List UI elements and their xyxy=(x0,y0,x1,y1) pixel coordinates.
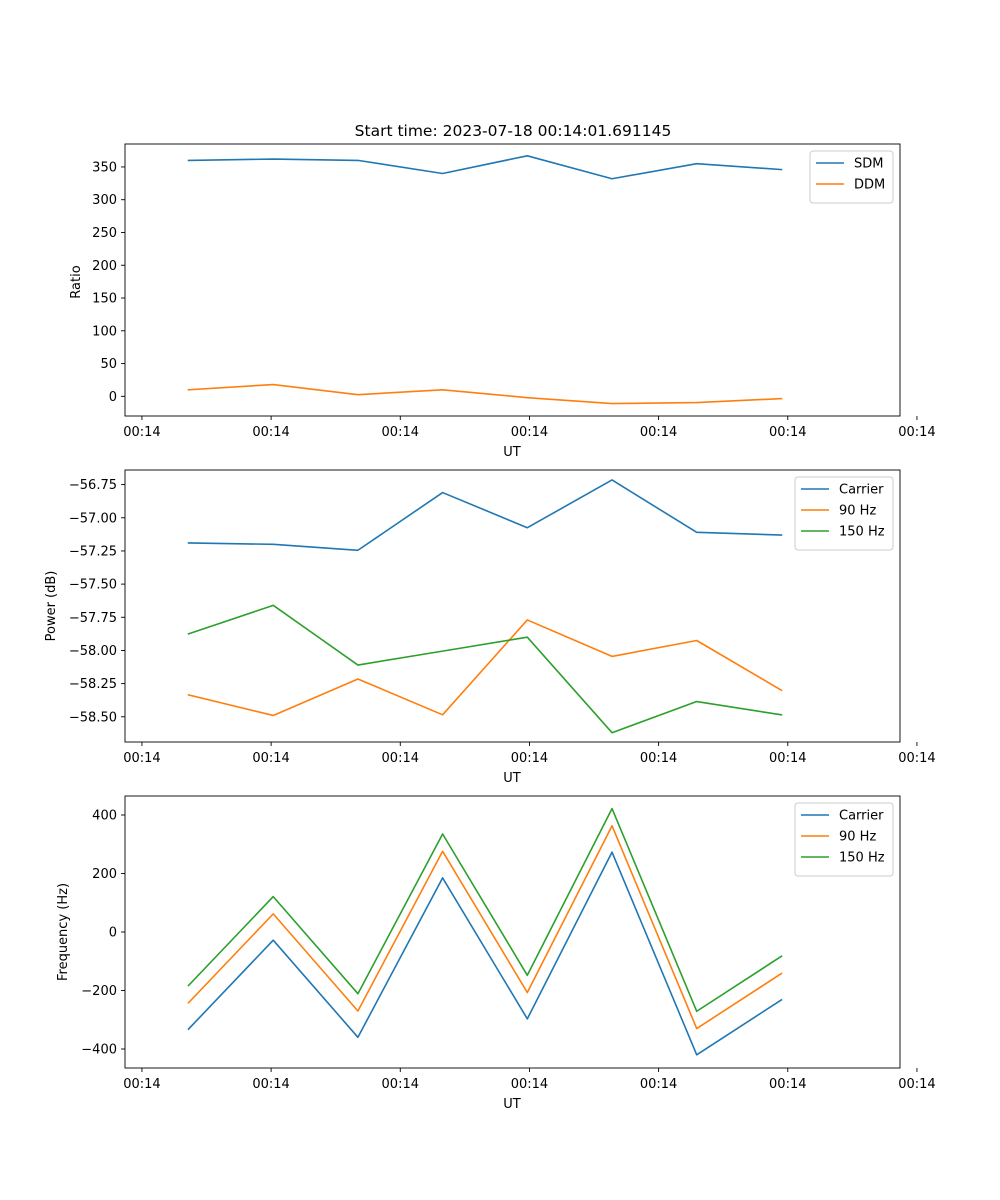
y-tick-label: 200 xyxy=(92,867,117,882)
legend-box xyxy=(809,150,894,204)
y-axis-label-frequency: Frequency (Hz) xyxy=(56,883,71,981)
x-tick-label: 00:14 xyxy=(511,1077,548,1092)
x-tick-label: 00:14 xyxy=(898,425,935,440)
legend-label-carrier: Carrier xyxy=(839,809,884,824)
x-tick-label: 00:14 xyxy=(898,751,935,766)
y-tick-label: −57.00 xyxy=(69,511,117,526)
y-tick-label: −57.25 xyxy=(69,544,117,559)
legend-label-90-hz: 90 Hz xyxy=(839,830,876,845)
x-tick-label: 00:14 xyxy=(252,751,289,766)
subplot-ratio: 00:14 00:14 00:14 00:14 00:14 00:14 00:14 0 50 10… xyxy=(92,143,936,440)
y-tick-label: 150 xyxy=(92,292,117,307)
x-tick-label: 00:14 xyxy=(511,751,548,766)
y-tick-label: 0 xyxy=(109,390,117,405)
x-tick-label: 00:14 xyxy=(252,425,289,440)
x-axis-label-power: UT xyxy=(503,771,521,786)
legend-label-90-hz: 90 Hz xyxy=(839,504,876,519)
plot-frame xyxy=(124,469,901,743)
series-line-carrier xyxy=(187,479,783,552)
y-tick-label: 50 xyxy=(100,357,117,372)
x-axis-label-ratio: UT xyxy=(503,445,521,460)
series-line-90-hz xyxy=(187,619,783,717)
series-line-150-hz xyxy=(187,807,783,1013)
x-tick-label: 00:14 xyxy=(898,1077,935,1092)
y-tick-label: −58.25 xyxy=(69,677,117,692)
subplot-power: 00:14 00:14 00:14 00:14 00:14 00:14 00:14 −58.5… xyxy=(69,469,936,766)
y-tick-label: 200 xyxy=(92,259,117,274)
x-axis-label-frequency: UT xyxy=(503,1097,521,1112)
y-tick-label: 0 xyxy=(109,926,117,941)
y-tick-label: −57.50 xyxy=(69,578,117,593)
y-tick-label: 250 xyxy=(92,226,117,241)
y-tick-label: −58.00 xyxy=(69,644,117,659)
series-line-150-hz xyxy=(187,604,783,734)
y-tick-label: −58.50 xyxy=(69,710,117,725)
x-tick-label: 00:14 xyxy=(769,751,806,766)
legend-label-carrier: Carrier xyxy=(839,483,884,498)
series-line-sdm xyxy=(187,155,783,180)
y-axis-label-power: Power (dB) xyxy=(44,571,59,642)
x-tick-label: 00:14 xyxy=(640,751,677,766)
x-tick-label: 00:14 xyxy=(382,751,419,766)
x-tick-label: 00:14 xyxy=(123,425,160,440)
series-line-ddm xyxy=(187,383,783,405)
x-tick-label: 00:14 xyxy=(382,425,419,440)
subplot-frequency: 00:14 00:14 00:14 00:14 00:14 00:14 00:14 −400 −… xyxy=(81,795,936,1092)
x-tick-label: 00:14 xyxy=(640,425,677,440)
legend-label-sdm: SDM xyxy=(854,157,883,172)
y-tick-label: −200 xyxy=(81,984,117,999)
x-tick-label: 00:14 xyxy=(123,1077,160,1092)
x-tick-label: 00:14 xyxy=(640,1077,677,1092)
y-tick-label: 400 xyxy=(92,809,117,824)
x-tick-label: 00:14 xyxy=(252,1077,289,1092)
y-tick-label: −400 xyxy=(81,1042,117,1057)
y-tick-label: −57.75 xyxy=(69,611,117,626)
legend-label-ddm: DDM xyxy=(854,178,885,193)
x-tick-label: 00:14 xyxy=(769,425,806,440)
series-line-90-hz xyxy=(187,825,783,1030)
y-tick-label: 300 xyxy=(92,193,117,208)
series-line-carrier xyxy=(187,851,783,1056)
x-tick-label: 00:14 xyxy=(382,1077,419,1092)
x-tick-label: 00:14 xyxy=(123,751,160,766)
chart-title: Start time: 2023-07-18 00:14:01.691145 xyxy=(355,122,672,140)
x-tick-label: 00:14 xyxy=(511,425,548,440)
legend-label-150-hz: 150 Hz xyxy=(839,851,885,866)
y-tick-label: 100 xyxy=(92,324,117,339)
y-tick-label: −56.75 xyxy=(69,478,117,493)
x-tick-label: 00:14 xyxy=(769,1077,806,1092)
y-axis-label-ratio: Ratio xyxy=(69,265,84,298)
y-tick-label: 350 xyxy=(92,160,117,175)
plot-frame xyxy=(124,143,901,417)
legend-label-150-hz: 150 Hz xyxy=(839,525,885,540)
